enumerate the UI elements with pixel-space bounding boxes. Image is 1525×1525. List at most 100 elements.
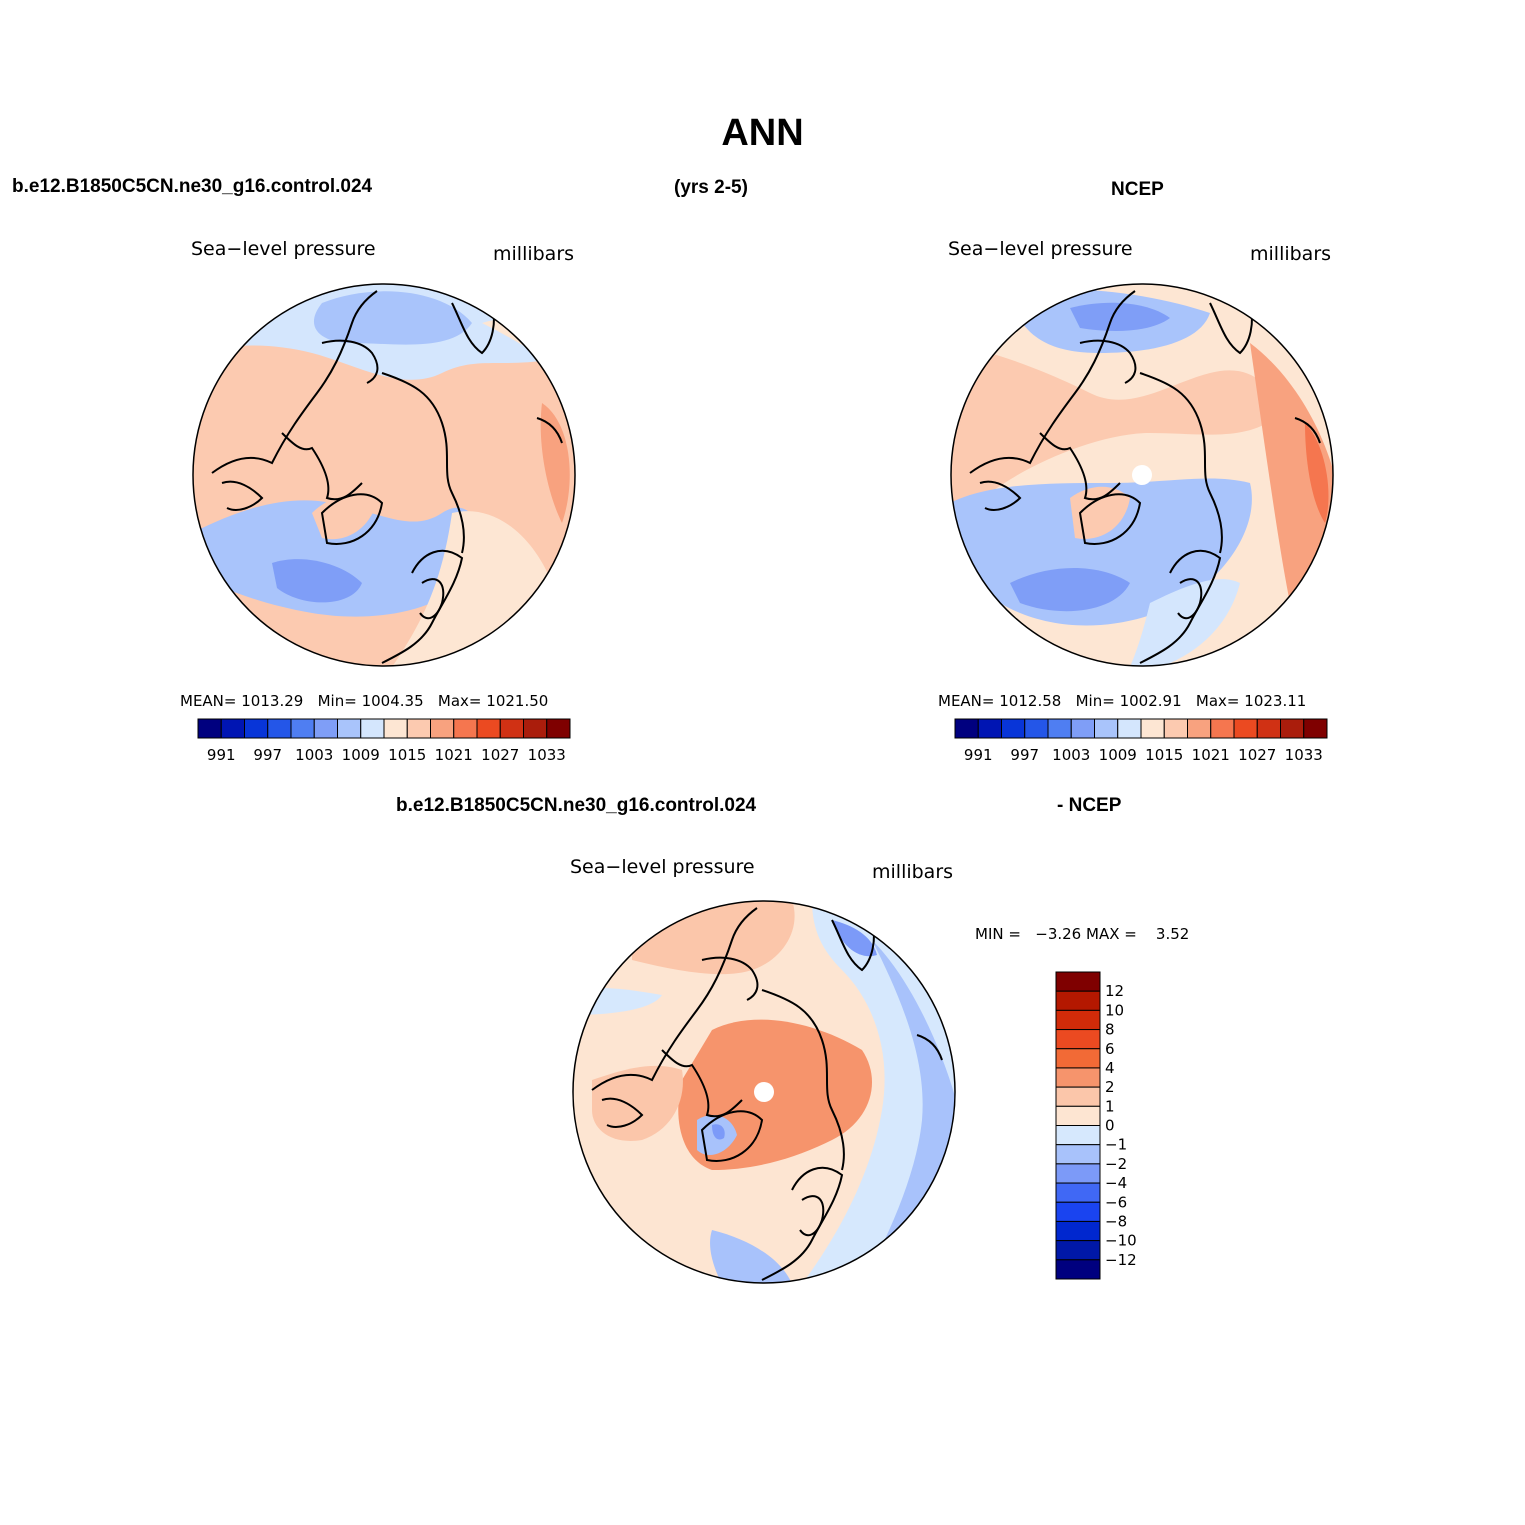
obs-colorbar-tick-label: 991 [964, 746, 993, 764]
obs-colorbar-tick-label: 1003 [1052, 746, 1090, 764]
obs-min-label: Min= [1075, 692, 1115, 710]
diff-variable-label: Sea−level pressure [570, 856, 755, 878]
diff-min-label: MIN = [975, 925, 1021, 943]
diff-field-greenland-strong [712, 1124, 725, 1140]
diff-colorbar-swatch [1055, 1144, 1101, 1165]
model-colorbar-tick-label: 1009 [342, 746, 380, 764]
diff-colorbar-tick-label: 4 [1105, 1059, 1115, 1077]
diff-coast-scandinavia [799, 1195, 825, 1237]
obs-map-border [950, 283, 1334, 667]
obs-coast-europe [1139, 549, 1222, 664]
obs-coast-greenland [1078, 493, 1142, 545]
diff-coast-alaska [701, 956, 759, 1001]
model-coast-greenland [320, 493, 384, 545]
diff-pole-hole [754, 1082, 774, 1102]
model-colorbar-tick-label: 991 [207, 746, 236, 764]
model-colorbar-swatch [244, 718, 269, 739]
obs-coast-alaska [1079, 339, 1137, 384]
model-max-label: Max= [437, 692, 482, 710]
years-header: (yrs 2-5) [674, 177, 748, 198]
diff-colorbar-tick-label: 1 [1105, 1097, 1115, 1115]
diff-obs-header: - NCEP [1057, 795, 1122, 816]
diff-colorbar-tick-label: 10 [1105, 1001, 1124, 1019]
model-coast-alaska [321, 339, 379, 384]
diff-colorbar-tick-label: −12 [1105, 1251, 1137, 1269]
obs-colorbar: 991 997 1003 1009 1015 1021 1027 1033 [954, 718, 1328, 764]
diff-colorbar-tick-label: −1 [1105, 1136, 1127, 1154]
model-colorbar-swatch [267, 718, 292, 739]
model-colorbar-swatch [383, 718, 408, 739]
model-colorbar-swatch [337, 718, 362, 739]
diff-min-value: −3.26 [1035, 925, 1082, 943]
obs-max-label: Max= [1195, 692, 1240, 710]
model-colorbar-tick-label: 1033 [528, 746, 566, 764]
model-mean-label: MEAN= [180, 692, 237, 710]
diff-colorbar-tick-label: −8 [1105, 1212, 1127, 1230]
model-colorbar-swatch [523, 718, 548, 739]
model-coast-asia-pacific [451, 302, 495, 355]
diff-coast-siberia [761, 989, 845, 1171]
obs-colorbar-swatch [1024, 718, 1049, 739]
obs-colorbar-swatch [1047, 718, 1072, 739]
figure-title: ANN [721, 112, 804, 154]
diff-colorbar-tick-label: 12 [1105, 982, 1124, 1000]
diff-polar-map [572, 900, 956, 1284]
model-polar-map [192, 283, 576, 667]
obs-units-label: millibars [1250, 243, 1332, 265]
diff-field-west-positive [592, 1065, 683, 1141]
model-colorbar-swatch [499, 718, 524, 739]
diff-case-header: b.e12.B1850C5CN.ne30_g16.control.024 [396, 795, 757, 816]
obs-colorbar-swatch [1233, 718, 1258, 739]
diff-colorbar-swatch [1055, 1259, 1101, 1280]
model-variable-label: Sea−level pressure [191, 238, 376, 260]
obs-polar-map [950, 283, 1334, 667]
diff-colorbar-swatch [1055, 1125, 1101, 1146]
diff-units-label: millibars [872, 861, 954, 883]
diff-colorbar-swatch [1055, 1067, 1101, 1088]
obs-coast-siberia [1139, 372, 1223, 554]
model-colorbar-swatch [220, 718, 245, 739]
diff-colorbar-swatch [1055, 1182, 1101, 1203]
obs-coast-scandinavia [1177, 578, 1203, 620]
obs-field-greenland-high [1070, 486, 1130, 539]
model-colorbar-swatch [313, 718, 338, 739]
diff-stats: MIN = −3.26 MAX = 3.52 [975, 925, 1189, 943]
obs-colorbar-swatch [1094, 718, 1119, 739]
model-colorbar-swatch [476, 718, 501, 739]
diff-colorbar-tick-label: −2 [1105, 1155, 1127, 1173]
obs-colorbar-swatch [1070, 718, 1095, 739]
diff-colorbar-swatch [1055, 1105, 1101, 1126]
diff-colorbar-swatch [1055, 1201, 1101, 1222]
model-field-greenland-high [312, 494, 377, 540]
model-field-asia-high [540, 403, 570, 523]
obs-colorbar-tick-label: 1021 [1192, 746, 1230, 764]
model-colorbar-swatch [360, 718, 385, 739]
diff-colorbar-tick-label: 8 [1105, 1021, 1115, 1039]
model-field-icelandic-low [272, 559, 362, 603]
obs-colorbar-swatch [954, 718, 979, 739]
diff-colorbar-swatch [1055, 1240, 1101, 1261]
model-colorbar: 991 997 1003 1009 1015 1021 1027 1033 [197, 718, 571, 764]
diff-colorbar-swatch [1055, 1163, 1101, 1184]
diff-colorbar-swatch [1055, 1220, 1101, 1242]
diff-field-south-negative [710, 1230, 792, 1283]
obs-colorbar-swatch [1163, 718, 1188, 739]
model-max-value: 1021.50 [486, 692, 549, 710]
diff-colorbar-swatch [1055, 1048, 1101, 1069]
obs-colorbar-swatch [1117, 718, 1142, 739]
model-colorbar-swatch [430, 718, 455, 739]
model-colorbar-tick-label: 997 [253, 746, 282, 764]
diff-coast-europe [761, 1166, 844, 1281]
obs-colorbar-swatch [1210, 718, 1235, 739]
obs-colorbar-tick-label: 1015 [1145, 746, 1183, 764]
obs-field-aleutian-low [1070, 302, 1170, 331]
model-colorbar-swatch [197, 718, 222, 739]
obs-min-value: 1002.91 [1119, 692, 1182, 710]
diff-coast-kamchatka [916, 1034, 943, 1061]
obs-colorbar-swatch [1256, 718, 1281, 739]
obs-mean-value: 1012.58 [999, 692, 1062, 710]
diff-coast-north-america [591, 907, 758, 1091]
model-colorbar-swatch [453, 718, 478, 739]
diff-coast-greenland [700, 1110, 764, 1162]
